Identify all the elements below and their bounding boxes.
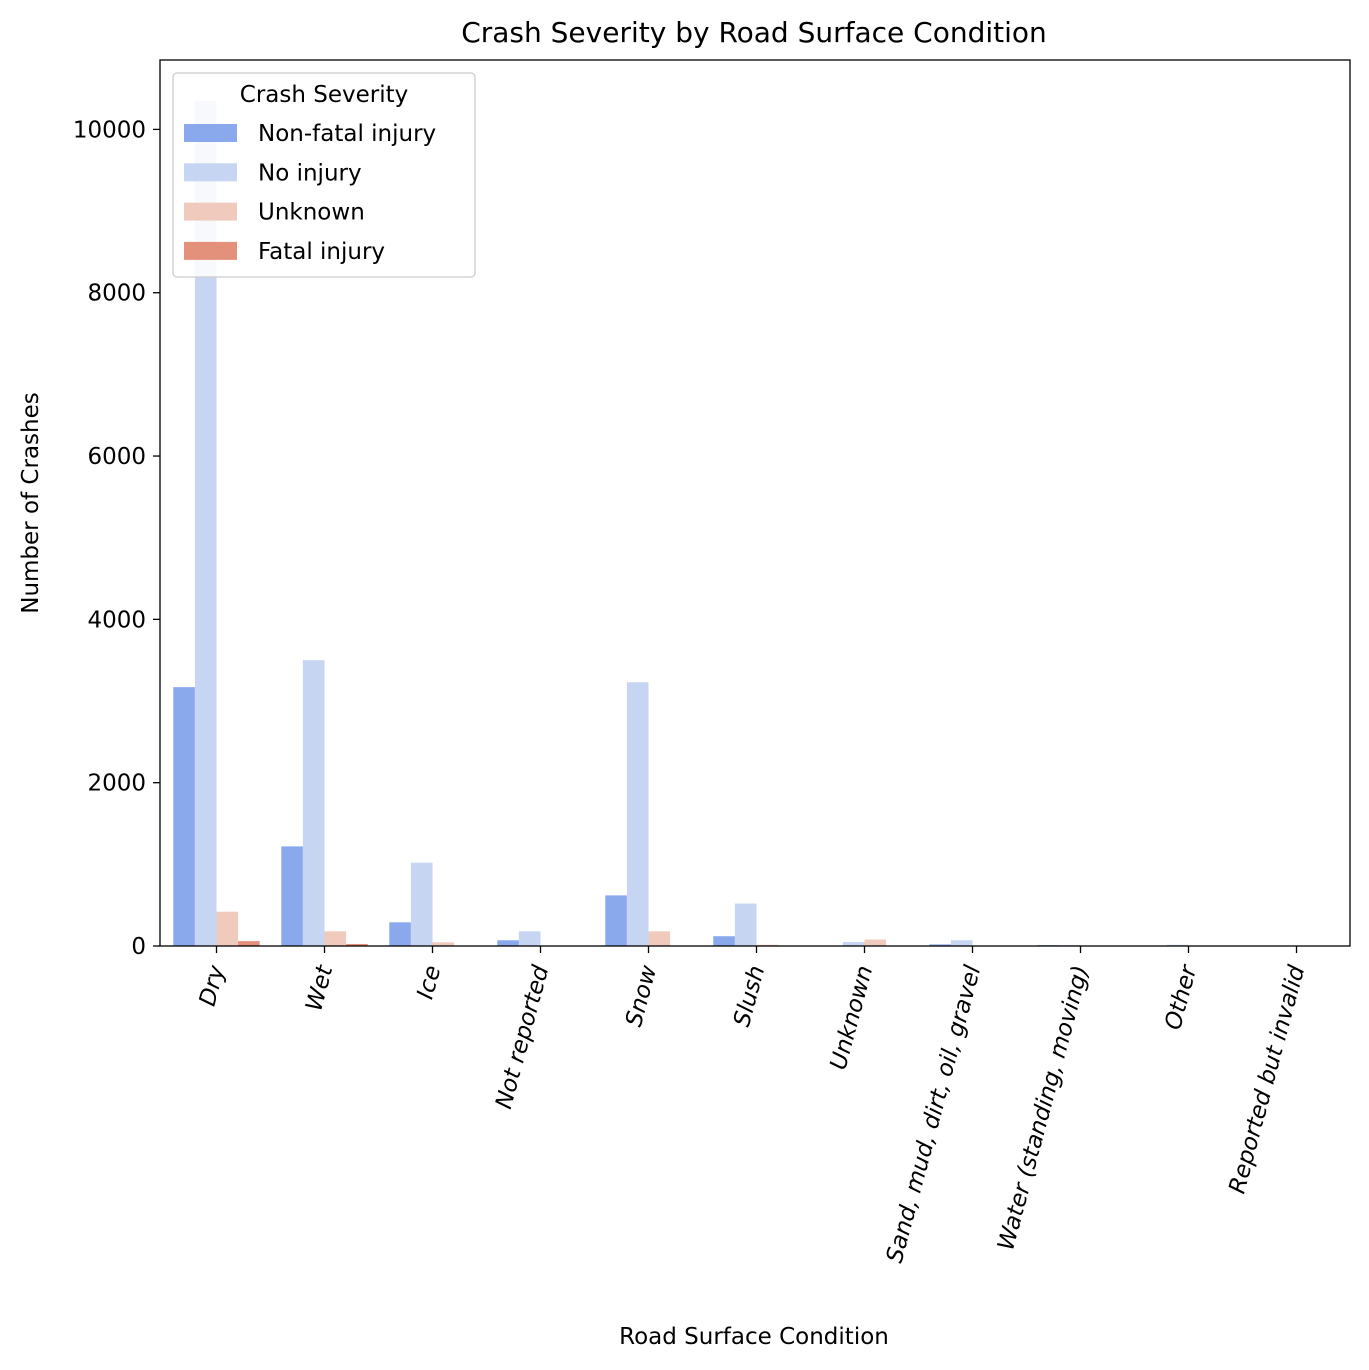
bar-no-injury-2: [410, 862, 433, 946]
legend-swatch: [184, 163, 237, 182]
y-tick-label: 4000: [87, 607, 146, 633]
y-axis-label: Number of Crashes: [18, 392, 44, 614]
y-tick-label: 6000: [87, 444, 146, 470]
bar-unknown-4: [648, 931, 671, 946]
x-tick-label: Not reported: [491, 962, 554, 1111]
legend-title: Crash Severity: [240, 82, 408, 108]
legend-box: [172, 72, 476, 278]
x-tick-label: Other: [1160, 961, 1202, 1032]
bar-non-fatal-injury-5: [713, 936, 735, 946]
bar-no-injury-0: [194, 100, 217, 946]
legend-swatch: [184, 124, 237, 142]
bars: [173, 100, 1189, 946]
x-axis: Dry Wet Ice Not reported Snow Slush Unknown San…: [195, 946, 1310, 1266]
x-tick-label: Sand, mud, dirt, oil, gravel: [882, 962, 987, 1265]
y-tick-label: 2000: [87, 771, 146, 797]
bar-unknown-6: [864, 939, 887, 946]
bar-no-injury-6: [842, 941, 865, 946]
bar-non-fatal-injury-1: [281, 846, 303, 946]
legend-entry-label: Unknown: [258, 200, 365, 226]
legend-entry-label: Non-fatal injury: [258, 121, 436, 147]
legend-swatch: [184, 241, 237, 260]
x-tick-label: Unknown: [826, 963, 879, 1073]
bar-unknown-1: [324, 931, 347, 946]
bar-non-fatal-injury-2: [389, 922, 411, 946]
x-tick-label: Slush: [729, 963, 770, 1030]
x-tick-label: Ice: [412, 963, 446, 1002]
chart-title: Crash Severity by Road Surface Condition: [461, 16, 1047, 49]
y-axis: 0 2000 4000 6000 8000 10000: [73, 117, 160, 960]
y-tick-label: 8000: [87, 281, 146, 307]
bar-unknown-2: [432, 942, 455, 946]
x-tick-label: Reported but invalid: [1224, 962, 1310, 1196]
x-axis-label: Road Surface Condition: [619, 1324, 889, 1350]
legend: Crash Severity Non-fatal injury No injury…: [172, 72, 476, 278]
bar-non-fatal-injury-0: [173, 687, 195, 946]
y-tick-label: 10000: [73, 117, 146, 143]
x-tick-label: Snow: [621, 963, 662, 1030]
y-tick-label: 0: [131, 934, 146, 960]
bar-no-injury-1: [302, 660, 325, 946]
bar-fatal-injury-0: [238, 941, 260, 946]
x-tick-label: Wet: [301, 962, 338, 1014]
x-tick-label: Dry: [195, 962, 231, 1008]
legend-entry-label: No injury: [258, 160, 362, 186]
x-tick-label: Water (standing, moving): [993, 963, 1094, 1253]
bar-no-injury-5: [734, 903, 757, 946]
bar-non-fatal-injury-3: [497, 940, 519, 946]
bar-unknown-0: [216, 911, 239, 946]
bar-no-injury-3: [518, 931, 541, 946]
bar-no-injury-7: [950, 940, 973, 946]
legend-entry-label: Fatal injury: [258, 239, 385, 265]
legend-swatch: [184, 202, 237, 221]
bar-fatal-injury-1: [346, 943, 368, 946]
bar-non-fatal-injury-7: [929, 944, 951, 946]
bar-non-fatal-injury-4: [605, 895, 627, 946]
bar-no-injury-4: [626, 682, 649, 946]
plot-frame: [159, 59, 1351, 947]
